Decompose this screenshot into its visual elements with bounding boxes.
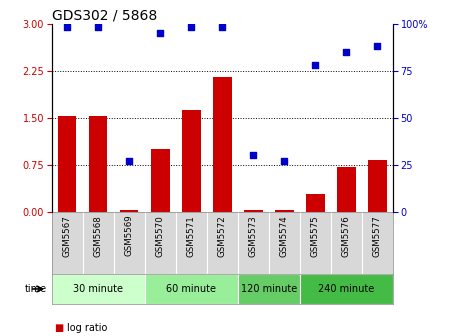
Text: 30 minute: 30 minute <box>73 284 123 294</box>
Point <box>157 30 164 36</box>
Point <box>64 25 71 30</box>
Point <box>95 25 102 30</box>
Text: time: time <box>25 284 47 294</box>
Text: 240 minute: 240 minute <box>318 284 374 294</box>
Bar <box>238 274 300 304</box>
Text: GDS302 / 5868: GDS302 / 5868 <box>52 8 157 23</box>
Bar <box>151 149 170 212</box>
Bar <box>275 210 294 212</box>
Text: log ratio: log ratio <box>67 323 108 333</box>
Text: GSM5568: GSM5568 <box>94 215 103 257</box>
Bar <box>120 210 138 212</box>
Bar <box>244 210 263 212</box>
Point <box>374 43 381 49</box>
Text: GSM5572: GSM5572 <box>218 215 227 257</box>
Text: GSM5567: GSM5567 <box>63 215 72 257</box>
Text: GSM5576: GSM5576 <box>342 215 351 257</box>
Point <box>126 158 133 164</box>
Bar <box>52 274 145 304</box>
Point <box>281 158 288 164</box>
Text: GSM5571: GSM5571 <box>187 215 196 257</box>
Bar <box>145 274 238 304</box>
Point <box>188 25 195 30</box>
Bar <box>368 160 387 212</box>
Point <box>250 153 257 158</box>
Text: ■: ■ <box>54 323 63 333</box>
Text: GSM5575: GSM5575 <box>311 215 320 257</box>
Text: 120 minute: 120 minute <box>241 284 297 294</box>
Point <box>312 62 319 68</box>
Bar <box>58 116 76 212</box>
Point <box>219 25 226 30</box>
Bar <box>300 274 393 304</box>
Text: GSM5570: GSM5570 <box>156 215 165 257</box>
Text: GSM5577: GSM5577 <box>373 215 382 257</box>
Bar <box>89 116 107 212</box>
Text: GSM5573: GSM5573 <box>249 215 258 257</box>
Text: GSM5574: GSM5574 <box>280 215 289 257</box>
Bar <box>213 77 232 212</box>
Bar <box>337 167 356 212</box>
Text: GSM5569: GSM5569 <box>125 215 134 256</box>
Bar <box>182 110 201 212</box>
Bar <box>306 194 325 212</box>
Text: 60 minute: 60 minute <box>166 284 216 294</box>
Point <box>343 49 350 54</box>
